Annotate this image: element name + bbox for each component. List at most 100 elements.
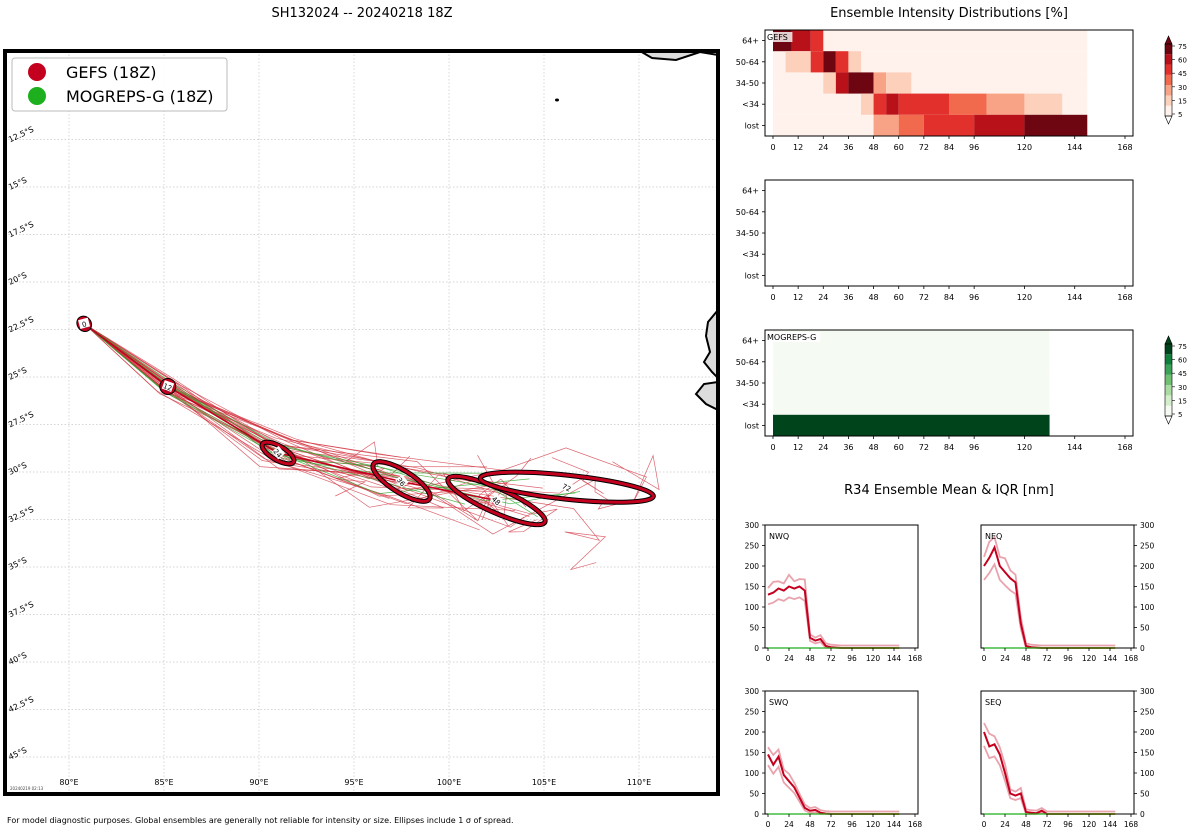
y-tick-label: 64+ <box>742 337 759 346</box>
y-tick-label: <34 <box>742 400 759 409</box>
y-tick-label: lost <box>745 121 759 130</box>
heatmap-cell <box>898 114 924 136</box>
x-tick-label: 84 <box>944 143 954 152</box>
legend-mogreps-label: MOGREPS-G (18Z) <box>66 87 213 106</box>
ellipse-hour-label: 12 <box>162 382 173 393</box>
x-tick-label: 96 <box>969 293 979 302</box>
colorbar-tick-label: 15 <box>1178 397 1187 405</box>
colorbar-frame <box>1164 343 1173 417</box>
intensity-title: Ensemble Intensity Distributions [%] <box>830 6 1068 21</box>
heatmap-cell <box>773 351 1050 373</box>
x-tick-label: 84 <box>944 443 954 452</box>
lon-tick-label: 105°E <box>532 778 556 787</box>
mogreps-member-track <box>84 323 465 505</box>
colorbar-tick-label: 5 <box>1178 411 1182 419</box>
heatmap-cell <box>773 414 1050 436</box>
colorbar-segment <box>1165 85 1172 96</box>
x-tick-label: 36 <box>843 443 853 452</box>
x-tick-label: 48 <box>868 293 878 302</box>
colorbar-frame <box>1164 43 1173 117</box>
mogreps-member-track <box>83 323 531 474</box>
map-stamp: 20240219 02:13 <box>10 786 44 791</box>
heatmap-cell <box>835 72 849 94</box>
x-tick-label: 60 <box>894 443 904 452</box>
intensity-panel: 64+ 50-64 34-50 <34 lost 0 12 24 36 48 60 72 84 96 120… <box>736 29 1134 152</box>
x-tick-label: 12 <box>793 443 803 452</box>
y-tick-label: 50 <box>749 790 759 799</box>
intensity-panel: 64+ 50-64 34-50 <34 lost 0 12 24 36 48 60 72 84 96 120… <box>736 179 1134 302</box>
gefs-member-track <box>83 323 390 499</box>
ellipse-label-bg <box>161 380 175 392</box>
x-tick-label: 168 <box>908 820 923 829</box>
x-tick-label: 72 <box>919 443 929 452</box>
x-tick-label: 168 <box>1117 443 1132 452</box>
x-tick-label: 72 <box>1042 820 1052 829</box>
colorbar-segment <box>1165 74 1172 86</box>
x-tick-label: 168 <box>1117 143 1132 152</box>
y-tick-label: 100 <box>745 769 760 778</box>
x-tick-label: 144 <box>1103 654 1118 663</box>
footer-note: For model diagnostic purposes. Global en… <box>7 816 514 825</box>
lon-tick-label: 85°E <box>154 778 173 787</box>
island <box>555 98 559 102</box>
colorbar: 75 60 45 30 15 5 <box>1164 35 1187 125</box>
heatmap-cell <box>873 72 887 94</box>
heatmap-cell <box>773 72 1088 94</box>
panel-frame <box>764 690 919 815</box>
y-tick-label: 100 <box>1140 603 1155 612</box>
colorbar-segment <box>1165 395 1172 406</box>
y-tick-label: 150 <box>745 583 760 592</box>
lon-tick-label: 110°E <box>627 778 651 787</box>
x-tick-label: 96 <box>969 443 979 452</box>
heatmap-cell <box>773 372 1050 394</box>
ellipse-label-bg <box>78 317 91 329</box>
colorbar-tick-label: 75 <box>1178 343 1187 351</box>
panel-name: GEFS <box>767 33 788 42</box>
x-tick-label: 48 <box>1021 654 1031 663</box>
ellipse-label-bg <box>271 445 286 460</box>
colorbar-segment <box>1165 364 1172 375</box>
x-tick-label: 36 <box>843 143 853 152</box>
y-tick-label: 250 <box>745 542 760 551</box>
r34-panel: SWQ 0 24 48 72 96 120 144 168 0 50 100 150 200 250 300 <box>745 687 923 829</box>
x-tick-label: 120 <box>1082 820 1097 829</box>
colorbar-extend-top <box>1164 35 1173 45</box>
y-tick-label: 200 <box>1140 562 1155 571</box>
lon-tick-label: 100°E <box>437 778 461 787</box>
x-tick-label: 72 <box>1042 654 1052 663</box>
heatmap-cell <box>848 51 861 73</box>
y-tick-label: 34-50 <box>736 79 759 88</box>
r34-iqr-upper <box>983 535 1116 647</box>
x-tick-label: 144 <box>1067 443 1082 452</box>
gefs-member-track <box>83 323 607 571</box>
x-tick-label: 96 <box>1063 820 1073 829</box>
panel-name-bg <box>766 332 821 342</box>
x-tick-label: 24 <box>784 820 794 829</box>
y-tick-label: 250 <box>745 708 760 717</box>
map-gridlines <box>5 51 718 794</box>
y-tick-label: 150 <box>745 749 760 758</box>
ellipse-hour-label: 72 <box>561 483 573 494</box>
x-tick-label: 0 <box>982 820 987 829</box>
x-tick-label: 60 <box>894 293 904 302</box>
gefs-member-track <box>83 323 660 505</box>
heatmap-cell <box>886 93 899 115</box>
x-tick-label: 0 <box>770 293 775 302</box>
heatmap-cell <box>873 93 887 115</box>
y-tick-label: 300 <box>1140 687 1155 696</box>
colorbar-segment <box>1165 374 1172 386</box>
colorbar-tick-label: 30 <box>1178 84 1187 92</box>
heatmap-cell <box>898 93 949 115</box>
panel-frame <box>980 690 1135 815</box>
gefs-member-track <box>83 323 496 491</box>
colorbar-segment <box>1165 385 1172 396</box>
map-background <box>5 51 718 794</box>
colorbar-segment <box>1165 54 1172 65</box>
gefs-member-track <box>84 323 532 511</box>
colorbar-tick-label: 60 <box>1178 57 1187 65</box>
colorbar-tick-label: 60 <box>1178 357 1187 365</box>
heatmap-cell <box>949 114 975 136</box>
heatmap-cell <box>835 51 849 73</box>
x-tick-label: 48 <box>805 654 815 663</box>
